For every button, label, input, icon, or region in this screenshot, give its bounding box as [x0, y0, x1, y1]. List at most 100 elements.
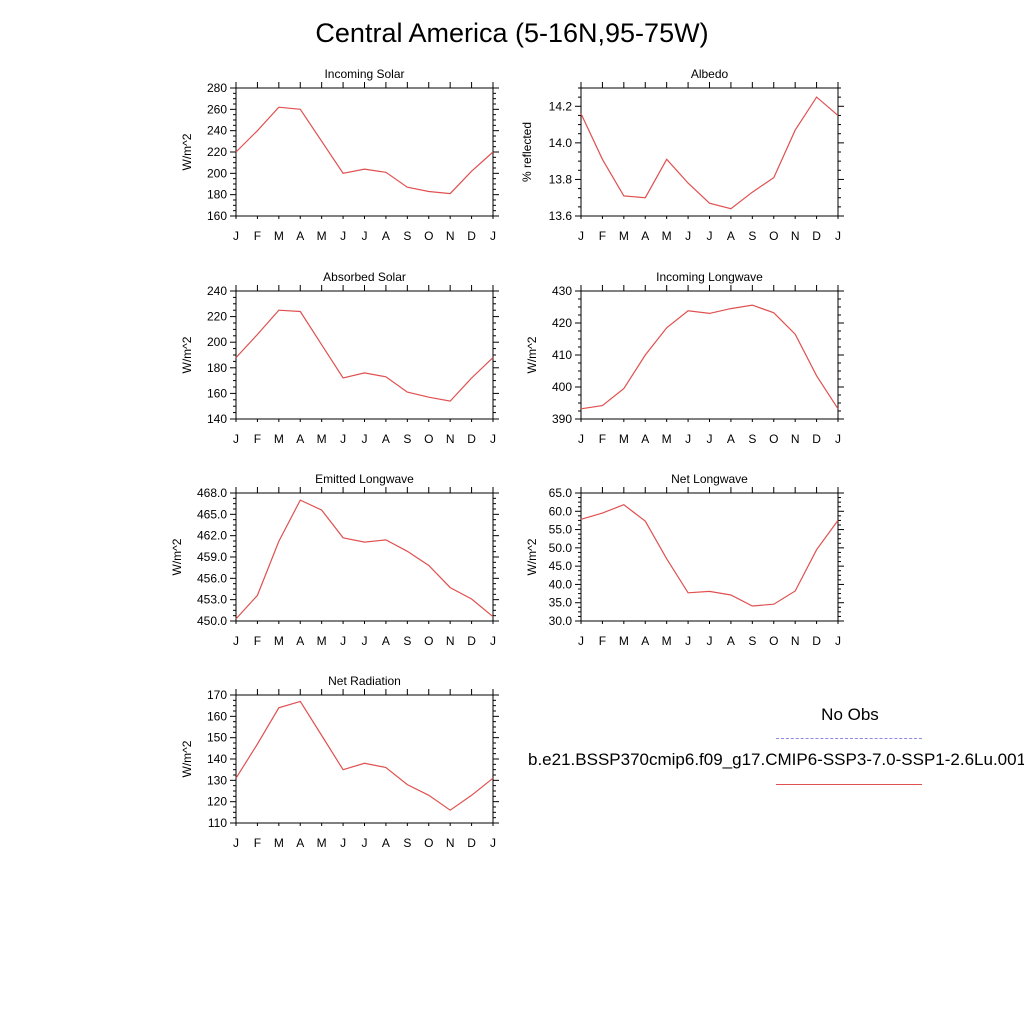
incoming-solar-ytick-label: 240 — [207, 124, 227, 138]
albedo-ytick-label: 13.8 — [549, 172, 573, 186]
net-longwave-xtick-label: J — [835, 634, 841, 648]
net-radiation-xtick-label: S — [403, 836, 411, 850]
incoming-longwave-xtick-label: J — [707, 432, 713, 446]
absorbed-solar-xtick-label: A — [382, 432, 390, 446]
net-radiation-ytick-label: 170 — [207, 688, 227, 702]
incoming-solar-xtick-label: J — [340, 229, 346, 243]
emitted-longwave-xtick-label: J — [340, 634, 346, 648]
net-radiation-xtick-label: J — [340, 836, 346, 850]
albedo-frame — [580, 87, 839, 217]
net-radiation-ytick-label: 120 — [207, 795, 227, 809]
albedo-xtick-label: A — [641, 229, 649, 243]
legend-model-label: b.e21.BSSP370cmip6.f09_g17.CMIP6-SSP3-7.… — [528, 750, 1024, 769]
net-radiation-xtick-label: F — [254, 836, 261, 850]
incoming-solar-title: Incoming Solar — [324, 67, 404, 81]
absorbed-solar-ytick-label: 220 — [207, 310, 227, 324]
incoming-longwave-xtick-label: N — [791, 432, 800, 446]
incoming-solar-xtick-label: O — [424, 229, 433, 243]
absorbed-solar-ytick-label: 200 — [207, 335, 227, 349]
albedo-xtick-label: M — [619, 229, 629, 243]
absorbed-solar-xtick-label: A — [296, 432, 304, 446]
emitted-longwave-series-line — [235, 499, 494, 620]
emitted-longwave-xtick-label: N — [446, 634, 455, 648]
net-radiation-xtick-label: O — [424, 836, 433, 850]
albedo-xtick-label: N — [791, 229, 800, 243]
net-radiation-xtick-label: M — [274, 836, 284, 850]
net-radiation-xtick-label: J — [362, 836, 368, 850]
page-title: Central America (5-16N,95-75W) — [315, 18, 709, 48]
incoming-longwave-ytick-label: 410 — [552, 348, 572, 362]
emitted-longwave-xtick-label: O — [424, 634, 433, 648]
albedo-ylabel: % reflected — [520, 122, 534, 182]
net-longwave-xtick-label: F — [599, 634, 606, 648]
absorbed-solar-xtick-label: M — [317, 432, 327, 446]
emitted-longwave-xtick-label: A — [382, 634, 390, 648]
incoming-solar-ytick-label: 260 — [207, 102, 227, 116]
net-longwave-ytick-label: 55.0 — [549, 523, 573, 537]
net-radiation-xtick-label: A — [296, 836, 304, 850]
emitted-longwave-xtick-label: F — [254, 634, 261, 648]
net-radiation-chart: Net Radiation W/m^2 110 120 130 140 150 160 170 J… — [180, 674, 499, 850]
incoming-longwave-title: Incoming Longwave — [656, 270, 763, 284]
emitted-longwave-ytick-label: 465.0 — [197, 507, 227, 521]
absorbed-solar-ytick-label: 140 — [207, 412, 227, 426]
emitted-longwave-xtick-label: M — [274, 634, 284, 648]
incoming-longwave-frame — [580, 290, 839, 420]
incoming-longwave-ytick-label: 430 — [552, 284, 572, 298]
net-radiation-xtick-label: D — [467, 836, 476, 850]
incoming-longwave-ytick-label: 420 — [552, 316, 572, 330]
incoming-solar-xtick-label: J — [362, 229, 368, 243]
emitted-longwave-ytick-label: 453.0 — [197, 593, 227, 607]
net-longwave-xtick-label: J — [578, 634, 584, 648]
emitted-longwave-xtick-label: J — [490, 634, 496, 648]
incoming-longwave-xtick-label: A — [641, 432, 649, 446]
incoming-longwave-xtick-label: S — [748, 432, 756, 446]
incoming-longwave-xtick-label: D — [812, 432, 821, 446]
net-longwave-ytick-label: 40.0 — [549, 577, 573, 591]
incoming-solar-xtick-label: A — [296, 229, 304, 243]
net-longwave-ylabel: W/m^2 — [525, 538, 539, 575]
incoming-longwave-xtick-label: J — [835, 432, 841, 446]
emitted-longwave-ylabel: W/m^2 — [170, 538, 184, 575]
incoming-solar-xtick-label: S — [403, 229, 411, 243]
incoming-solar-xtick-label: D — [467, 229, 476, 243]
albedo-xtick-label: F — [599, 229, 606, 243]
incoming-longwave-xtick-label: M — [662, 432, 672, 446]
emitted-longwave-frame — [235, 492, 494, 622]
incoming-longwave-xtick-label: J — [685, 432, 691, 446]
net-radiation-xtick-label: J — [233, 836, 239, 850]
net-longwave-xtick-label: M — [662, 634, 672, 648]
incoming-longwave-ylabel: W/m^2 — [525, 336, 539, 373]
emitted-longwave-xtick-label: D — [467, 634, 476, 648]
incoming-solar-xtick-label: N — [446, 229, 455, 243]
legend-obs-label: No Obs — [821, 705, 879, 724]
absorbed-solar-series-line — [235, 309, 494, 402]
absorbed-solar-ytick-label: 240 — [207, 284, 227, 298]
incoming-longwave-ytick-label: 400 — [552, 380, 572, 394]
net-longwave-xtick-label: A — [727, 634, 735, 648]
absorbed-solar-ytick-label: 180 — [207, 361, 227, 375]
net-longwave-xtick-label: J — [685, 634, 691, 648]
incoming-solar-ytick-label: 220 — [207, 145, 227, 159]
net-longwave-xtick-label: S — [748, 634, 756, 648]
net-radiation-xtick-label: N — [446, 836, 455, 850]
albedo-xtick-label: J — [685, 229, 691, 243]
albedo-xtick-label: J — [835, 229, 841, 243]
albedo-ytick-label: 14.2 — [549, 99, 573, 113]
absorbed-solar-xtick-label: J — [233, 432, 239, 446]
incoming-solar-xtick-label: M — [317, 229, 327, 243]
incoming-longwave-series-line — [580, 304, 839, 410]
emitted-longwave-ytick-label: 462.0 — [197, 529, 227, 543]
emitted-longwave-xtick-label: J — [362, 634, 368, 648]
incoming-solar-xtick-label: J — [233, 229, 239, 243]
albedo-ytick-label: 14.0 — [549, 136, 573, 150]
net-radiation-ytick-label: 110 — [208, 816, 227, 830]
incoming-solar-series-line — [235, 106, 494, 195]
net-longwave-ytick-label: 35.0 — [549, 596, 573, 610]
absorbed-solar-xtick-label: M — [274, 432, 284, 446]
absorbed-solar-xtick-label: J — [362, 432, 368, 446]
albedo-series-line — [580, 96, 839, 210]
absorbed-solar-xtick-label: O — [424, 432, 433, 446]
